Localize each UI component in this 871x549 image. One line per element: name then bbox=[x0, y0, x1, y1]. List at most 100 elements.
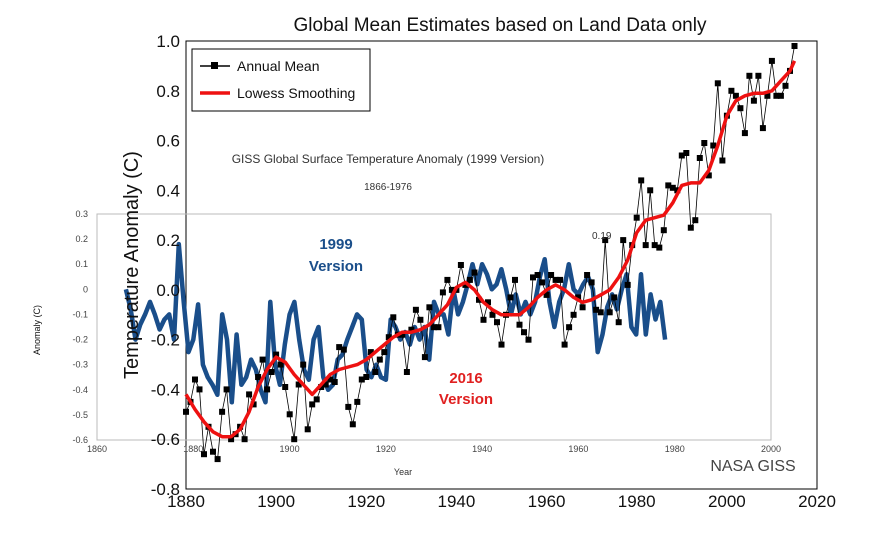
annual-mean-point bbox=[300, 361, 307, 368]
annual-mean-point bbox=[412, 306, 419, 313]
main-y-tick-4: 0.0 bbox=[156, 281, 180, 300]
main-x-tick-7: 2020 bbox=[798, 492, 836, 511]
annual-mean-point bbox=[408, 326, 415, 333]
annual-mean-point bbox=[575, 294, 582, 301]
annual-mean-point bbox=[539, 279, 546, 286]
annual-mean-point bbox=[579, 304, 586, 311]
inset-tick-labels: 1860 1880 1900 1920 1940 1960 1980 2000 0.3 0.2 0.… bbox=[72, 209, 781, 454]
main-y-tick-0: -0.8 bbox=[151, 480, 180, 499]
main-x-tick-2: 1920 bbox=[347, 492, 385, 511]
annual-mean-point bbox=[228, 436, 235, 443]
annual-mean-point bbox=[732, 92, 739, 99]
annual-mean-point bbox=[417, 316, 424, 323]
annual-mean-point bbox=[223, 386, 230, 393]
inset-x-tick-0: 1860 bbox=[87, 444, 107, 454]
main-x-tick-3: 1940 bbox=[438, 492, 476, 511]
annual-mean-point bbox=[255, 374, 262, 380]
annual-mean-point bbox=[426, 304, 433, 311]
annual-mean-point bbox=[494, 319, 500, 326]
annual-mean-point bbox=[764, 92, 771, 99]
annual-mean-point bbox=[642, 242, 649, 249]
inset-x-tick-6: 1980 bbox=[665, 444, 685, 454]
inset-y-label: Anomaly (C) bbox=[32, 305, 42, 355]
inset-title: GISS Global Surface Temperature Anomaly … bbox=[232, 152, 545, 166]
chart-title: Global Mean Estimates based on Land Data… bbox=[294, 15, 707, 36]
annual-mean-point bbox=[219, 408, 226, 415]
annual-mean-point bbox=[777, 92, 784, 99]
annual-mean-point bbox=[746, 72, 753, 79]
legend-entry-annual: Annual Mean bbox=[237, 58, 320, 74]
inset-x-tick-5: 1960 bbox=[568, 444, 588, 454]
inset-x-tick-3: 1920 bbox=[376, 444, 396, 454]
main-x-tick-0: 1880 bbox=[167, 492, 205, 511]
inset-y-tick-2: 0.1 bbox=[75, 259, 88, 269]
main-y-tick-7: 0.6 bbox=[156, 132, 180, 151]
annual-mean-point bbox=[606, 309, 613, 316]
main-y-tick-3: -0.2 bbox=[151, 331, 180, 350]
annual-mean-point bbox=[309, 401, 316, 408]
annual-mean-point bbox=[381, 349, 388, 356]
annual-mean-point bbox=[624, 281, 631, 288]
annual-mean-point bbox=[304, 426, 311, 433]
annual-mean-point bbox=[214, 456, 221, 463]
inset-y-tick-4: -0.1 bbox=[72, 309, 88, 319]
annual-mean-point bbox=[462, 281, 469, 288]
annual-mean-point bbox=[331, 379, 338, 385]
annual-mean-point bbox=[773, 92, 780, 99]
annual-mean-point bbox=[750, 97, 757, 104]
inset-x-tick-2: 1900 bbox=[280, 444, 300, 454]
annual-mean-point bbox=[593, 306, 600, 313]
annual-mean-point bbox=[552, 276, 559, 283]
annual-mean-point bbox=[710, 142, 717, 149]
annual-mean-point bbox=[363, 374, 370, 380]
annual-mean-point bbox=[759, 125, 766, 132]
annual-mean-point bbox=[534, 272, 541, 278]
inset-y-tick-5: -0.2 bbox=[72, 335, 88, 345]
annual-mean-point bbox=[322, 381, 329, 388]
inset-x-tick-4: 1940 bbox=[472, 444, 492, 454]
annual-mean-point bbox=[543, 291, 550, 298]
annual-mean-point bbox=[385, 334, 392, 341]
annual-mean-point bbox=[435, 324, 442, 331]
annual-mean-point bbox=[340, 346, 347, 353]
annotation-2016-line1: 2016 bbox=[449, 370, 482, 387]
inset-subtitle: 1866-1976 bbox=[364, 182, 412, 193]
annual-mean-point bbox=[241, 436, 248, 443]
annual-mean-point bbox=[403, 369, 410, 375]
annual-mean-point bbox=[485, 299, 491, 306]
main-x-tick-4: 1960 bbox=[528, 492, 566, 511]
annual-mean-point bbox=[196, 386, 203, 393]
annual-mean-point bbox=[376, 356, 383, 363]
annual-mean-point bbox=[286, 411, 293, 418]
main-x-tick-6: 2000 bbox=[708, 492, 746, 511]
annual-mean-point bbox=[372, 369, 379, 375]
annual-mean-point bbox=[358, 376, 365, 383]
watermark: NASA GISS bbox=[710, 458, 795, 475]
annual-mean-point bbox=[498, 341, 505, 348]
main-y-tick-1: -0.6 bbox=[151, 430, 180, 449]
annual-mean-point bbox=[755, 72, 762, 79]
main-y-tick-6: 0.4 bbox=[156, 181, 180, 200]
main-x-tick-1: 1900 bbox=[257, 492, 295, 511]
annual-mean-point bbox=[782, 82, 789, 89]
annual-mean-point bbox=[701, 140, 708, 146]
inset-x-tick-1: 1880 bbox=[183, 444, 203, 454]
annual-mean-point bbox=[638, 177, 645, 184]
annual-mean-point bbox=[611, 294, 618, 301]
inset-y-tick-0: 0.3 bbox=[75, 209, 88, 219]
legend-box bbox=[191, 48, 371, 112]
annotation-small-label: 0.19 bbox=[592, 231, 612, 242]
annual-mean-point bbox=[291, 436, 298, 443]
main-plot-frame bbox=[185, 40, 818, 490]
inset-plot-frame bbox=[96, 213, 772, 441]
annual-mean-point bbox=[210, 448, 216, 455]
annual-mean-point bbox=[192, 376, 198, 383]
legend: Annual Mean Lowess Smoothing bbox=[191, 48, 371, 112]
annual-mean-point bbox=[489, 311, 496, 318]
main-x-tick-5: 1980 bbox=[618, 492, 656, 511]
annual-mean-point bbox=[448, 286, 455, 293]
inset-y-tick-3: 0 bbox=[83, 284, 88, 294]
annual-mean-point bbox=[466, 276, 473, 283]
annual-mean-point bbox=[719, 157, 726, 164]
